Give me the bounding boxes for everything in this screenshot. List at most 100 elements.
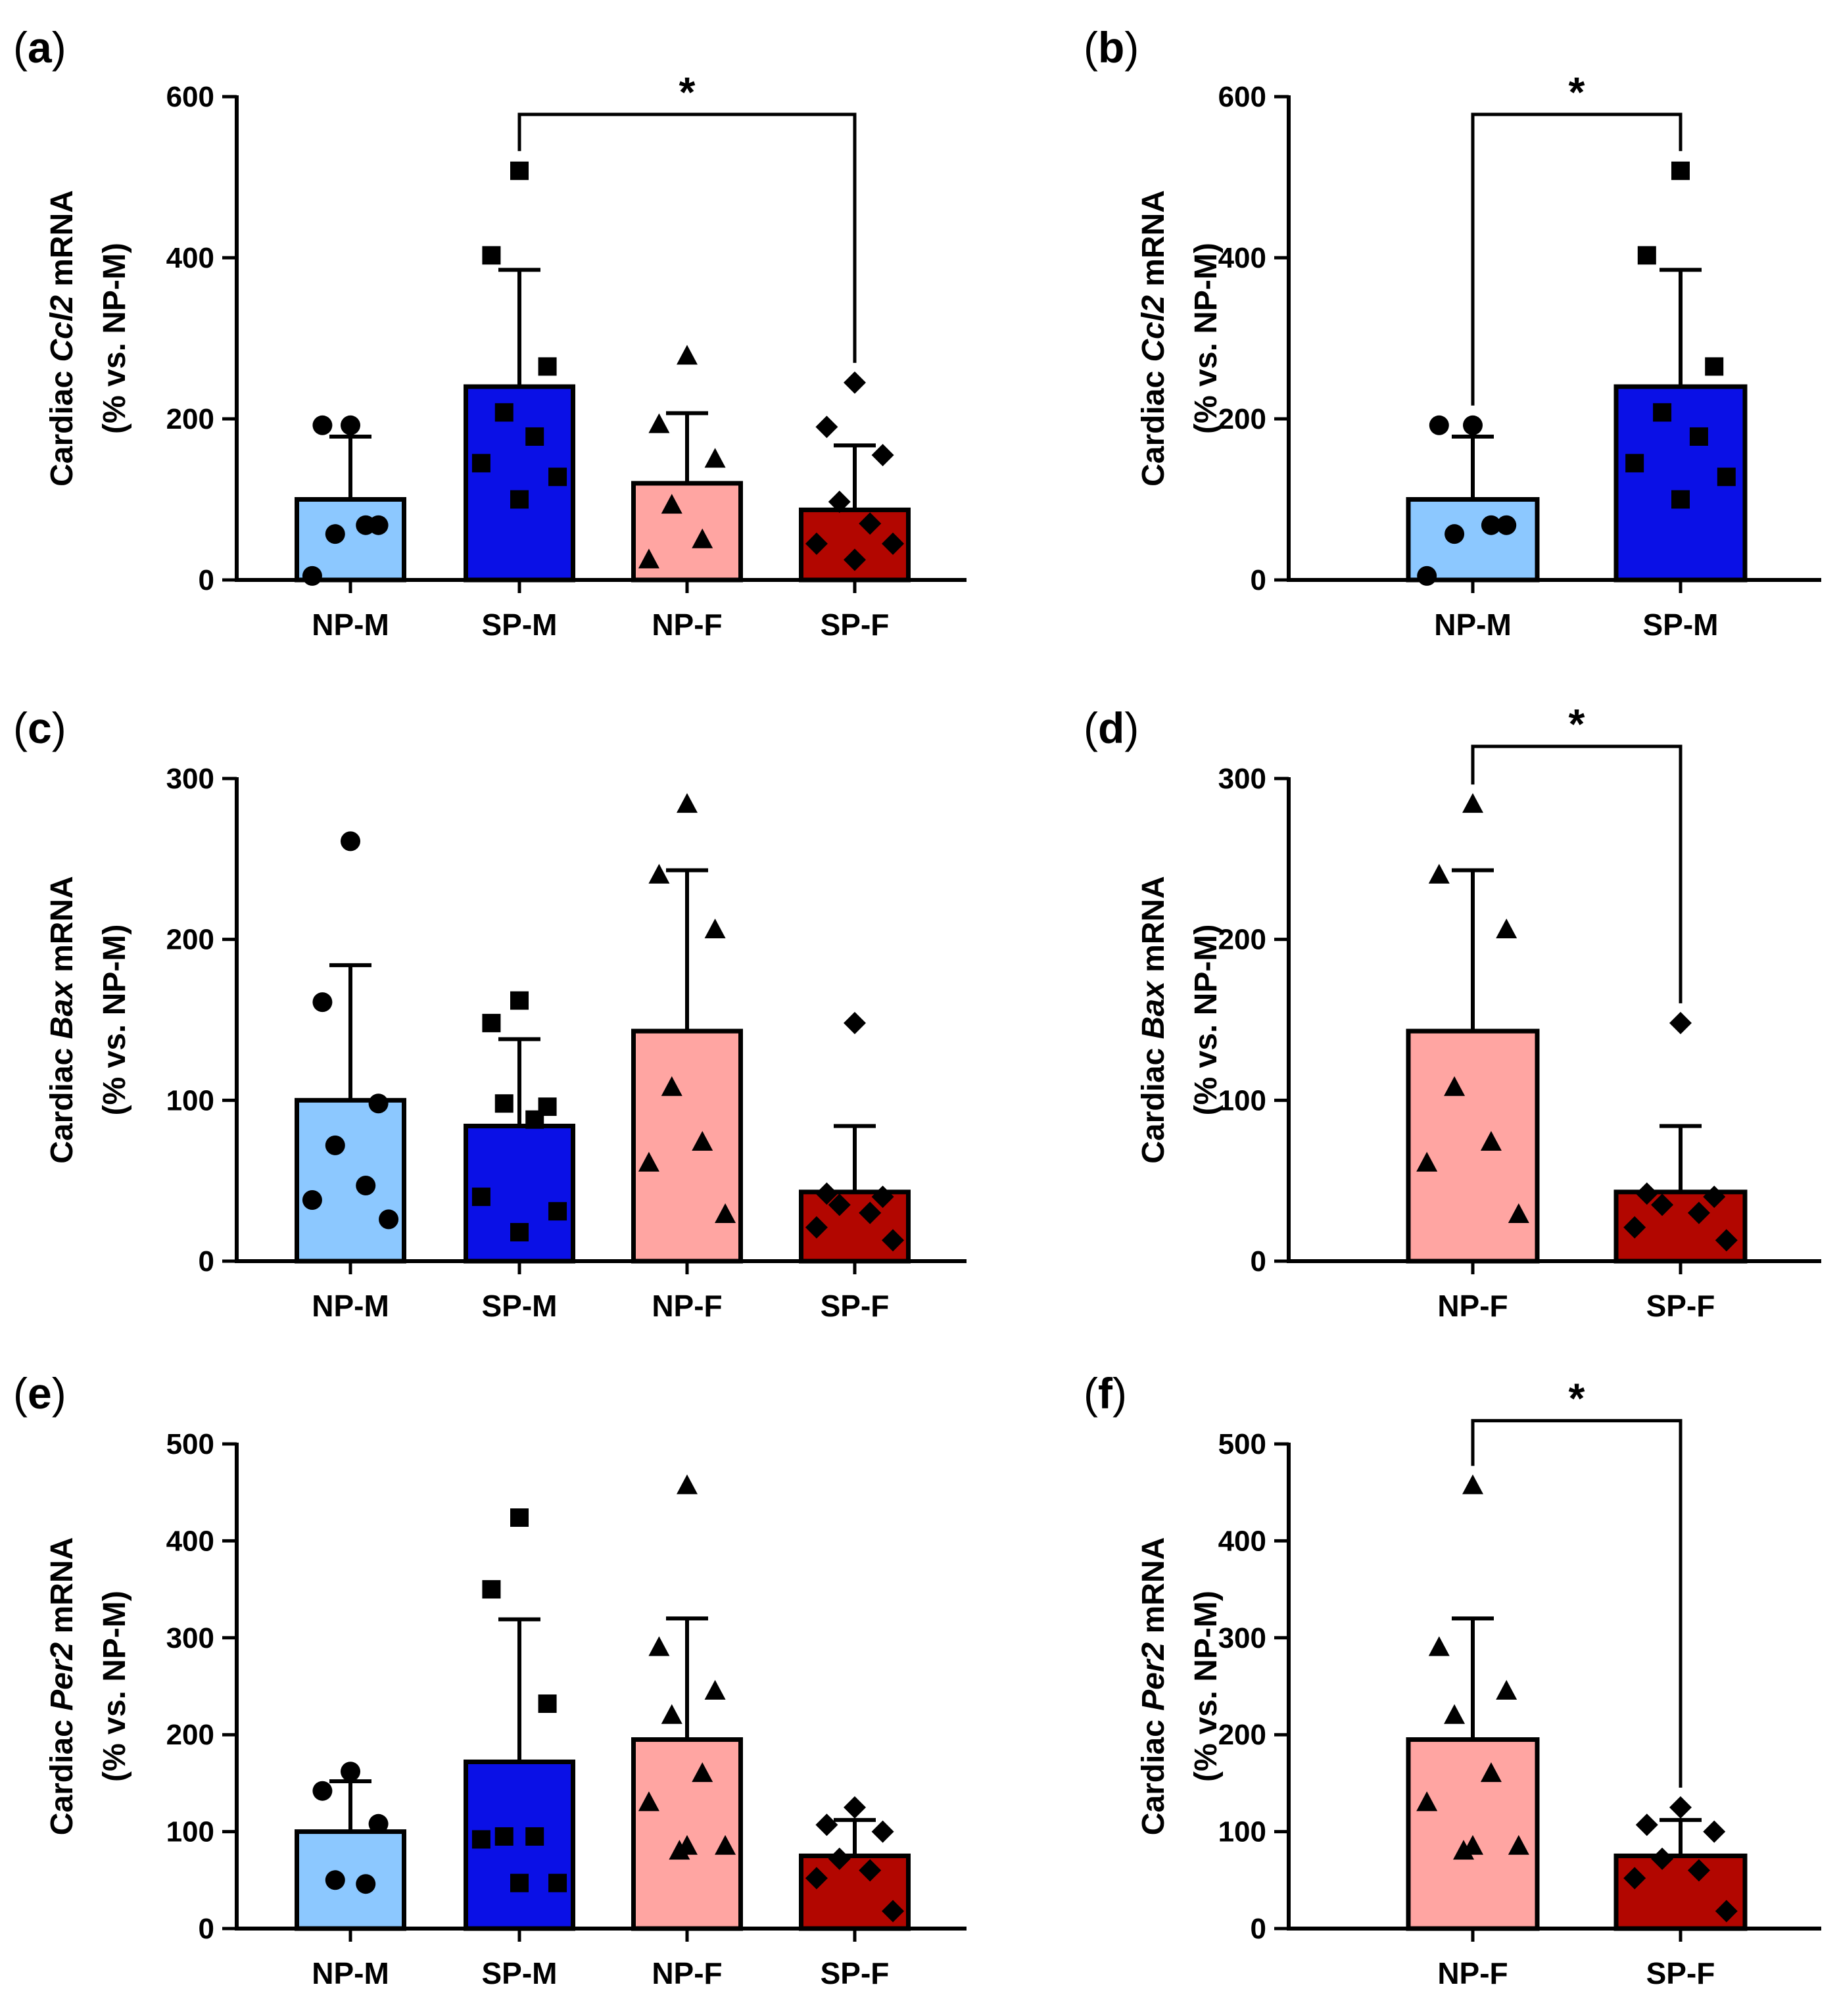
data-point-SP-M (1705, 357, 1724, 376)
data-point-NP-F (677, 793, 698, 813)
data-point-SP-M (1717, 468, 1736, 487)
data-point-SP-F (1651, 1193, 1674, 1216)
data-point-SP-M (1625, 454, 1644, 473)
x-category-label-SP-F: SP-F (1646, 1289, 1715, 1323)
data-point-SP-F (1651, 1847, 1674, 1870)
data-point-NP-M (356, 515, 376, 535)
x-category-label-SP-F: SP-F (821, 1956, 890, 1990)
data-point-SP-M (471, 1830, 490, 1849)
panel-c: (c) Cardiac Bax mRNA (% vs. NP-M) 0 100 200 30… (13, 704, 967, 1323)
y-axis-label-unit: (% vs. NP-M) (97, 1591, 132, 1782)
data-point-NP-F (704, 918, 726, 938)
y-tick-label: 300 (1218, 1622, 1266, 1654)
data-point-NP-M (368, 1813, 389, 1834)
y-axis-label: Cardiac Per2 mRNA (45, 1537, 80, 1836)
data-point-SP-F (844, 1011, 866, 1034)
y-axis-label: Cardiac Ccl2 mRNA (45, 190, 80, 487)
data-point-SP-F (859, 1201, 882, 1224)
y-tick-label: 500 (166, 1428, 214, 1460)
data-point-SP-F (1703, 1186, 1726, 1209)
data-point-NP-M (325, 1135, 345, 1155)
y-axis-label: Cardiac Per2 mRNA (1136, 1537, 1171, 1836)
y-tick-label: 300 (166, 1622, 214, 1654)
data-point-SP-M (482, 246, 501, 265)
data-point-SP-F (805, 1867, 828, 1890)
bar-NP-M (295, 1829, 406, 1931)
data-point-NP-M (1496, 515, 1517, 535)
data-point-NP-M (1417, 565, 1437, 586)
data-point-SP-M (525, 1110, 544, 1129)
data-point-NP-F (704, 1679, 726, 1700)
x-category-label-NP-F: NP-F (1437, 1956, 1508, 1990)
data-point-SP-M (494, 1827, 513, 1846)
data-point-SP-M (510, 161, 529, 180)
bar-NP-F (631, 1737, 743, 1931)
y-tick-label: 100 (1218, 1084, 1266, 1116)
data-point-SP-M (1653, 403, 1672, 422)
data-point-SP-M (482, 1580, 501, 1599)
significance-bracket (517, 112, 857, 363)
data-point-SP-F (1635, 1182, 1658, 1205)
data-point-SP-M (471, 454, 490, 473)
data-point-NP-F (1496, 918, 1517, 938)
y-tick-label: 100 (166, 1816, 214, 1848)
data-point-SP-F (1715, 1229, 1738, 1252)
data-point-SP-M (494, 403, 513, 422)
data-point-SP-F (828, 1193, 851, 1216)
y-tick-label: 0 (199, 1245, 214, 1278)
data-point-NP-M (379, 1209, 399, 1230)
panel-e: (e) Cardiac Per2 mRNA (% vs. NP-M) 0 100 200 3… (13, 1369, 967, 1990)
data-point-SP-M (510, 1873, 529, 1892)
data-point-SP-M (510, 1508, 529, 1527)
data-point-SP-M (1671, 490, 1690, 509)
y-tick-label: 200 (166, 924, 214, 956)
data-point-NP-M (356, 1874, 376, 1894)
data-point-NP-F (661, 1076, 682, 1096)
y-tick-label: 600 (1218, 81, 1266, 113)
panel-b: (b) Cardiac Ccl2 mRNA (% vs. NP-M) 0 200 400 6… (1084, 23, 1821, 642)
significance-star: * (1569, 68, 1585, 116)
data-point-NP-F (638, 1791, 659, 1812)
data-point-NP-F (1428, 1636, 1450, 1656)
data-point-NP-F (677, 1474, 698, 1495)
data-point-SP-F (805, 532, 828, 555)
data-point-SP-M (538, 1694, 557, 1714)
x-category-label-SP-M: SP-M (1643, 608, 1719, 642)
y-tick-label: 400 (1218, 1525, 1266, 1557)
x-category-label-SP-M: SP-M (482, 1956, 558, 1990)
data-point-SP-M (494, 1094, 513, 1113)
data-point-SP-M (548, 468, 567, 487)
data-point-NP-F (677, 345, 698, 365)
data-point-SP-F (882, 532, 905, 555)
data-point-NP-F (1416, 1791, 1438, 1812)
data-point-NP-F (1508, 1203, 1529, 1224)
panel-f: (f) Cardiac Per2 mRNA (% vs. NP-M) 0 100 200 3… (1084, 1369, 1821, 1990)
y-axis-label-unit: (% vs. NP-M) (1189, 243, 1224, 434)
data-point-NP-F (1453, 1840, 1475, 1860)
data-point-SP-F (844, 371, 866, 394)
data-point-SP-F (871, 1820, 894, 1843)
data-point-NP-F (1462, 793, 1483, 813)
data-point-NP-M (312, 992, 333, 1013)
data-point-NP-M (1445, 524, 1465, 544)
bar-SP-F (1613, 1189, 1748, 1264)
x-category-label-NP-F: NP-F (652, 608, 722, 642)
data-point-SP-F (882, 1229, 905, 1252)
data-point-SP-F (828, 1847, 851, 1870)
significance-star: * (1569, 700, 1585, 748)
y-tick-label: 400 (166, 242, 214, 274)
x-category-label-NP-F: NP-F (652, 1956, 722, 1990)
bar-NP-F (631, 1028, 743, 1264)
data-point-NP-F (648, 1636, 670, 1656)
data-point-SP-M (510, 991, 529, 1010)
data-point-NP-M (302, 565, 322, 586)
y-tick-label: 0 (199, 1913, 214, 1945)
data-point-NP-M (341, 1762, 360, 1782)
data-point-SP-F (828, 491, 851, 514)
data-point-SP-M (1689, 427, 1708, 446)
y-tick-label: 0 (199, 564, 214, 596)
x-category-label-SP-M: SP-M (482, 608, 558, 642)
data-point-SP-M (1637, 246, 1656, 265)
y-axis-label-unit: (% vs. NP-M) (97, 243, 132, 434)
significance-bracket (1471, 1419, 1683, 1788)
